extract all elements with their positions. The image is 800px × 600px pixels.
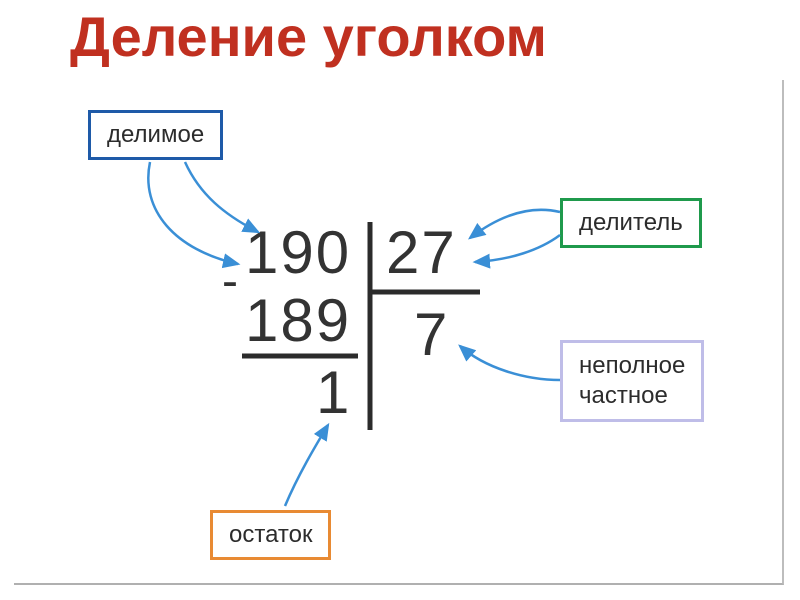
label-remainder: остаток (210, 510, 331, 560)
num-190: 190 (245, 218, 351, 287)
page-title: Деление уголком (70, 4, 547, 69)
label-dividend-text: делимое (107, 121, 204, 148)
title-text: Деление уголком (70, 5, 547, 68)
stage: Деление уголком делимое делитель неполно… (0, 0, 800, 600)
num-189: 189 (245, 286, 351, 355)
label-remainder-text: остаток (229, 521, 312, 548)
label-quotient-text2: частное (579, 382, 668, 409)
label-dividend: делимое (88, 110, 223, 160)
minus-sign: - (222, 254, 240, 309)
num-27: 27 (386, 218, 457, 287)
label-divisor-text: делитель (579, 209, 683, 236)
label-quotient-text1: неполное (579, 352, 685, 379)
label-divisor: делитель (560, 198, 702, 248)
num-1: 1 (316, 358, 351, 427)
label-quotient: неполное частное (560, 340, 704, 422)
num-7: 7 (414, 300, 449, 369)
